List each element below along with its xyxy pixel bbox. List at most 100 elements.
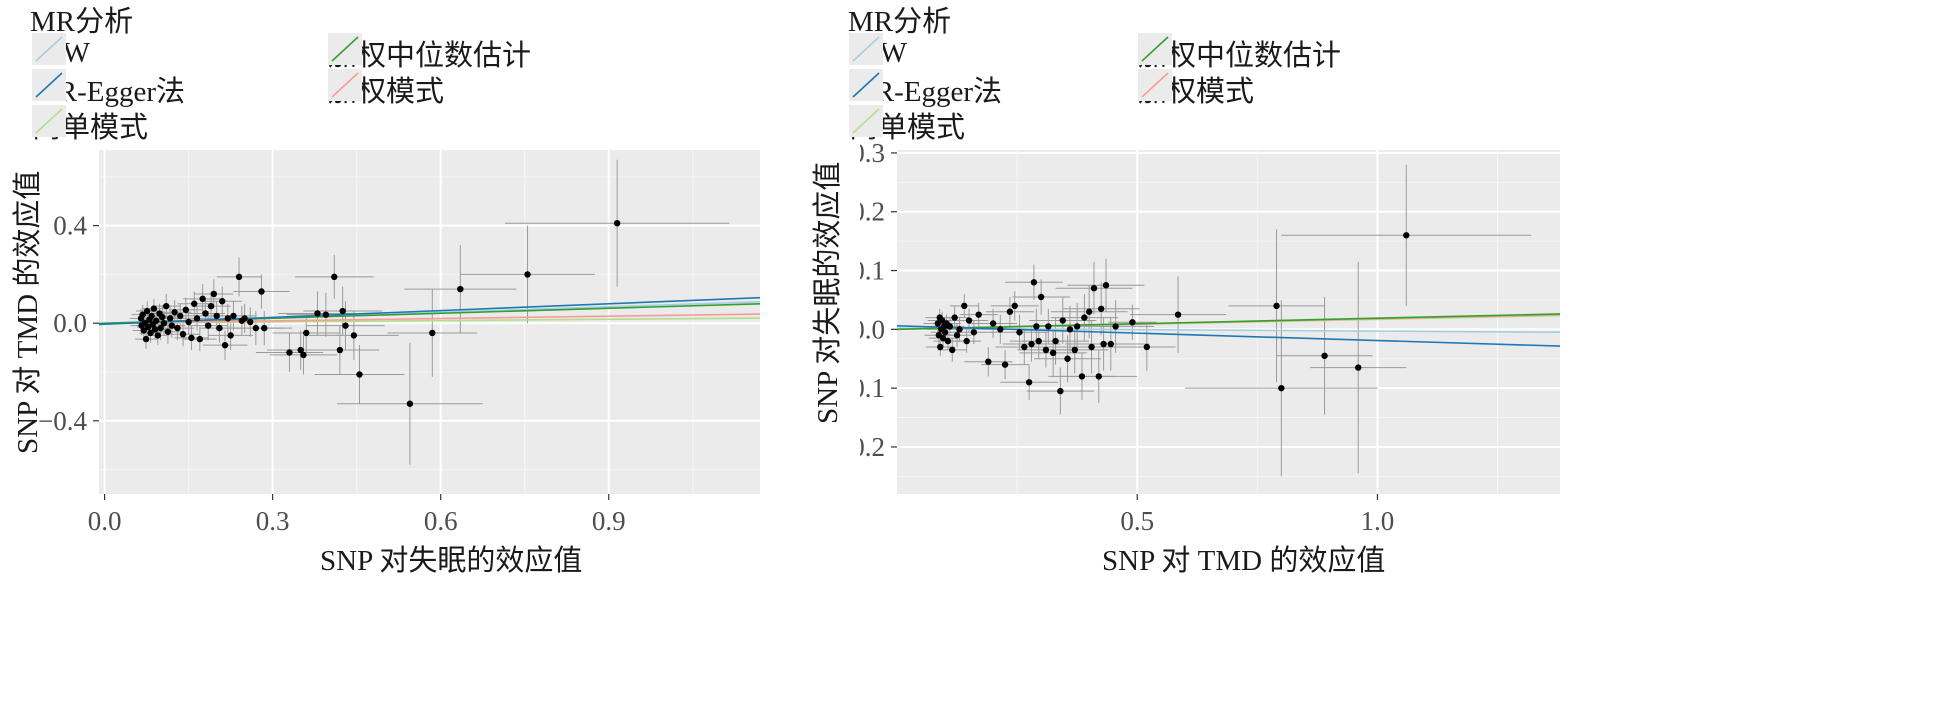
legend-key [328,33,362,65]
y-axis-title: SNP 对失眠的效应值 [812,161,844,424]
data-point [1102,282,1110,289]
data-point [182,306,190,314]
y-tick-label: 0.0 [53,308,87,338]
legend-key-line [331,36,359,62]
data-point [258,288,265,295]
data-point [177,312,184,320]
data-point [303,329,310,337]
data-point [1001,361,1009,368]
data-point [1129,319,1136,326]
data-point [235,273,243,281]
y-tick-label: 0.0 [860,314,885,344]
data-point [457,285,464,293]
data-point [956,326,963,333]
legend-item: 加权模式 [1138,69,1254,109]
data-point [148,312,155,320]
data-point [185,318,192,326]
data-point [1011,302,1018,310]
x-tick-label: 0.0 [88,506,122,536]
data-point [1073,323,1081,330]
data-point [213,312,220,320]
data-point [350,332,358,339]
legend-title: MR分析 [848,6,952,38]
legend-key-line [852,72,880,98]
data-point [166,315,174,322]
data-point [613,219,621,227]
data-point [1143,343,1151,351]
data-point [314,310,321,317]
data-point [1033,323,1040,330]
legend-key [328,69,362,101]
data-point [339,307,346,315]
data-point [193,315,201,322]
x-tick-label: 0.3 [256,506,290,536]
data-point [152,317,160,324]
y-tick-label: −0.1 [860,373,885,403]
data-point [1107,340,1114,348]
plot-area: 0.5 1.0 −0.2 −0.1 0.0 0.1 0.2 0.3 [860,138,1561,536]
legend-item: 简单模式 [32,105,148,145]
legend-title: MR分析 [30,6,134,38]
data-point [1097,305,1105,312]
data-point [985,358,992,365]
data-point [944,337,952,345]
data-point [142,335,150,343]
data-point [179,330,187,338]
legend-item: IVW [849,33,907,73]
data-point [1100,340,1107,348]
data-point [951,314,958,321]
data-point [1088,343,1095,351]
legend-key [32,69,66,101]
data-point [322,311,330,318]
data-point [300,351,307,359]
data-point [336,346,344,354]
legend-key-line [35,36,63,62]
data-point [205,322,212,329]
mr-scatter-panel-left: MR分析 IVW 加权中位数估计 MR-Egger法 加权模式 简单模式 0.0… [12,6,761,577]
data-point [997,326,1004,333]
data-point [941,329,949,336]
data-point [1071,346,1078,354]
data-point [331,273,338,281]
y-tick-label: −0.2 [860,432,885,462]
legend-item: 加权中位数估计 [1138,33,1341,73]
data-point [1085,308,1093,315]
legend-item: IVW [32,33,90,73]
regression-line [98,313,761,325]
data-point [143,307,151,315]
data-point [150,305,158,312]
data-point [1064,355,1071,362]
legend-key-line [852,108,880,134]
data-point [199,295,206,303]
data-point [140,327,148,334]
data-point [207,302,215,310]
data-point [970,329,978,336]
data-point [1042,346,1050,354]
data-point [221,341,229,349]
data-point [159,313,166,321]
x-axis-title: SNP 对失眠的效应值 [320,545,583,577]
data-point [1090,284,1098,292]
legend-item: 简单模式 [849,105,965,145]
data-point [1066,326,1074,333]
data-point [1006,308,1014,315]
data-point [164,328,172,335]
data-point [1028,340,1035,348]
data-point [949,346,956,354]
data-point [1030,279,1038,286]
data-point [1045,323,1052,330]
data-point [524,271,531,278]
data-point [1052,337,1059,345]
data-point [241,315,248,322]
y-axis-title: SNP 对 TMD 的效应值 [12,170,44,454]
regression-line [896,325,1561,347]
y-tick-label: 0.3 [860,138,885,168]
data-point [406,400,414,407]
data-point [171,309,178,316]
data-point [989,320,997,327]
data-point [1081,314,1088,321]
data-point [953,332,961,339]
legend-key-line [331,72,359,98]
legend-key [32,105,66,137]
data-point [1059,317,1066,324]
